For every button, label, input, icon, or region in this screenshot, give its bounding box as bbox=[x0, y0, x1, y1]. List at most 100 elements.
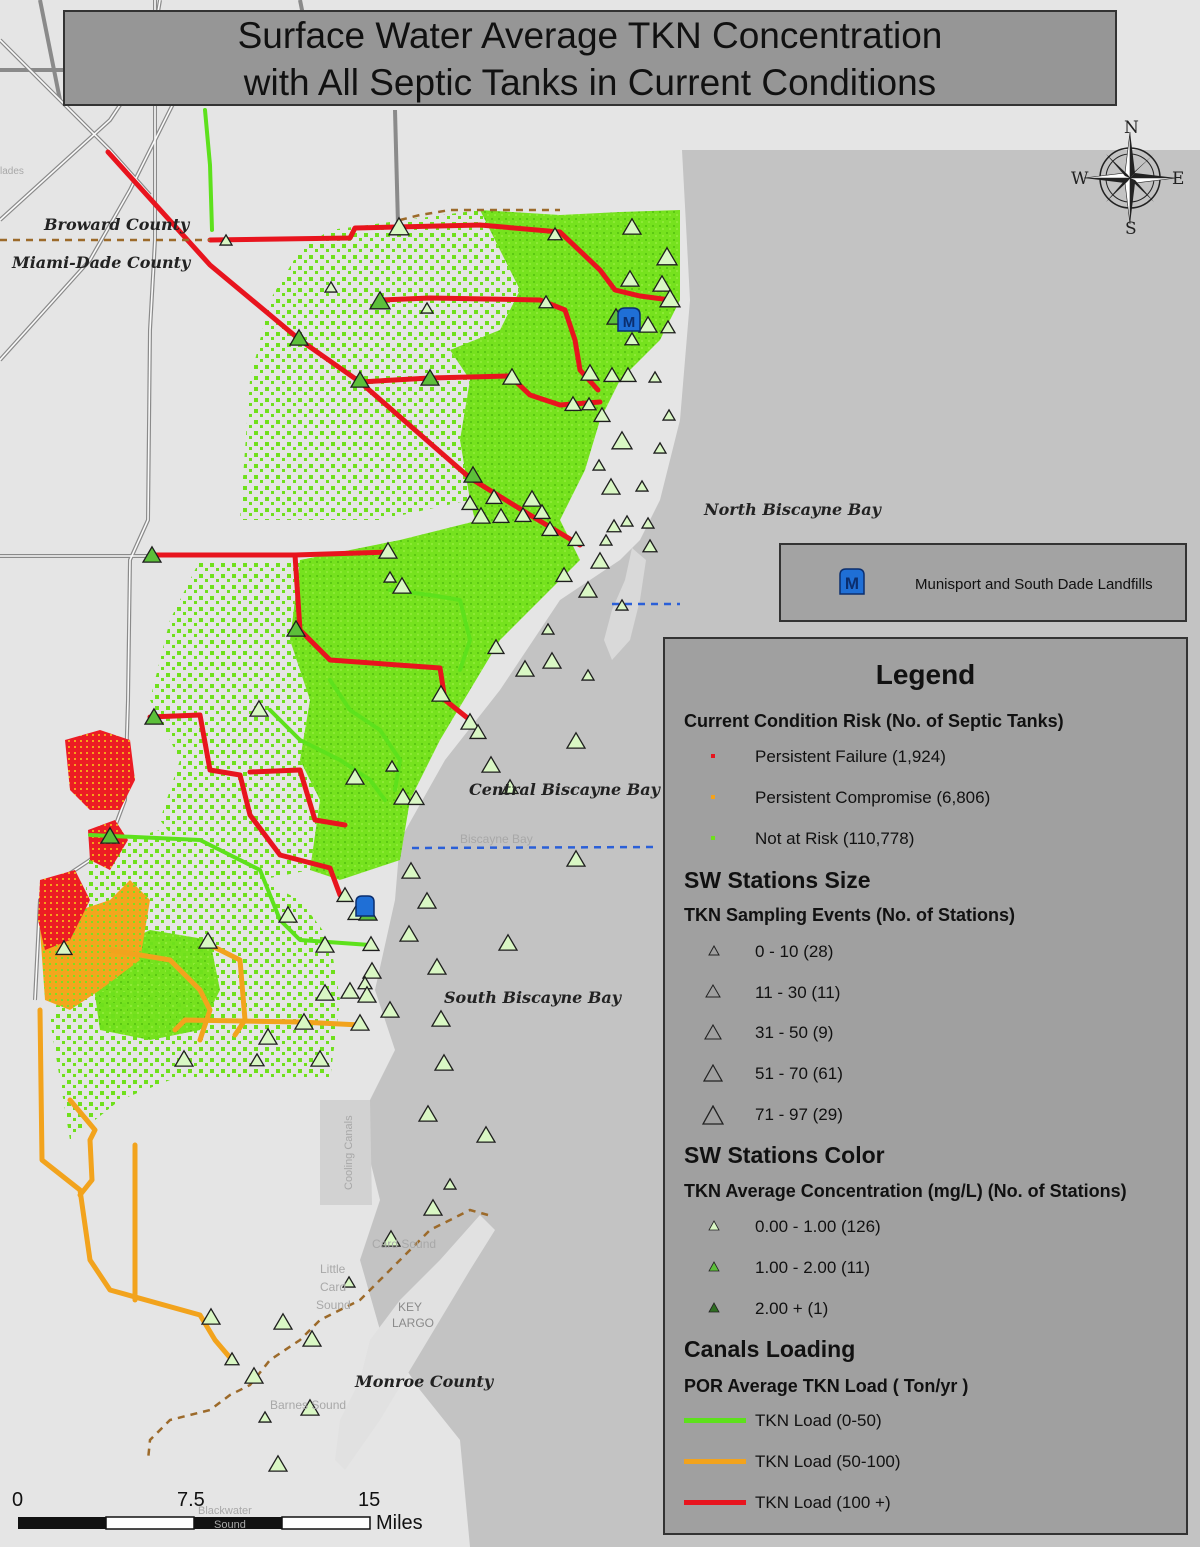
legend-size-triangle-5 bbox=[702, 1105, 724, 1125]
sw-station-triangle bbox=[565, 731, 587, 749]
legend-not-at-risk-swatch bbox=[711, 836, 715, 840]
sw-station-triangle bbox=[349, 1013, 371, 1031]
persistent-failure-area-west bbox=[65, 730, 135, 810]
sw-station-triangle bbox=[460, 494, 480, 511]
legend-canal-high-label: TKN Load (100 +) bbox=[755, 1493, 891, 1512]
sw-station-triangle bbox=[475, 1125, 497, 1143]
sw-station-triangle bbox=[621, 217, 643, 235]
sw-station-triangle bbox=[577, 580, 599, 598]
sw-station-triangle bbox=[537, 294, 555, 309]
basemap-label-biscayne-bay: Biscayne Bay bbox=[460, 832, 533, 846]
sw-station-triangle bbox=[589, 551, 611, 569]
canals-medium-load bbox=[37, 942, 363, 1363]
sw-station-triangle bbox=[339, 981, 361, 999]
broward-county-label: Broward County bbox=[44, 215, 190, 234]
not-at-risk-area-sparse-central bbox=[150, 560, 320, 880]
legend-not-at-risk-label: Not at Risk (110,778) bbox=[755, 829, 915, 848]
sw-station-triangle bbox=[614, 598, 630, 611]
legend-size-label-2: 11 - 30 (11) bbox=[755, 983, 841, 1002]
legend-size-label-1: 0 - 10 (28) bbox=[755, 942, 834, 961]
sw-station-triangle bbox=[600, 477, 622, 495]
sw-station-triangle bbox=[486, 638, 506, 655]
sw-station-triangle bbox=[248, 699, 270, 717]
legend-color-label-3: 2.00 + (1) bbox=[755, 1299, 829, 1318]
legend-color-subheading: TKN Average Concentration (mg/L) (No. of… bbox=[684, 1181, 1127, 1201]
legend-canal-subheading: POR Average TKN Load ( Ton/yr ) bbox=[684, 1376, 969, 1396]
sw-stations-layer bbox=[54, 216, 682, 1472]
basemap-label-glades: lades bbox=[0, 166, 24, 177]
sw-station-triangle bbox=[470, 506, 492, 524]
scale-label-15: 15 bbox=[358, 1489, 381, 1511]
sw-station-triangle bbox=[521, 489, 543, 507]
basemap-label-little-2: Card bbox=[320, 1280, 347, 1294]
sw-station-triangle bbox=[173, 1049, 195, 1067]
sw-station-triangle bbox=[384, 759, 400, 772]
persistent-failure-area-southwest bbox=[38, 870, 90, 950]
sw-station-triangle bbox=[288, 328, 310, 346]
basemap-label-key: KEY bbox=[398, 1300, 423, 1314]
legend-size-subheading: TKN Sampling Events (No. of Stations) bbox=[684, 905, 1016, 925]
compass-south: S bbox=[1125, 219, 1137, 239]
sw-station-triangle bbox=[532, 503, 552, 520]
sw-station-triangle bbox=[243, 1366, 265, 1384]
legend-canal-low-swatch bbox=[684, 1418, 746, 1423]
landfill-marker-south bbox=[355, 895, 375, 917]
sw-station-triangle bbox=[267, 1454, 289, 1472]
sw-station-triangle bbox=[580, 668, 596, 681]
cooling-canals-area bbox=[320, 1100, 372, 1205]
compass-north: N bbox=[1124, 118, 1139, 138]
sw-station-triangle bbox=[419, 368, 441, 386]
sw-station-triangle bbox=[491, 507, 511, 524]
legend-size-triangle-2 bbox=[705, 984, 721, 998]
sw-station-triangle bbox=[377, 541, 399, 559]
sw-station-triangle bbox=[554, 566, 574, 583]
sw-station-triangle bbox=[422, 1198, 444, 1216]
legend-canal-high-swatch bbox=[684, 1500, 746, 1505]
sw-station-triangle bbox=[387, 216, 411, 236]
sw-station-triangle bbox=[392, 787, 414, 805]
sw-station-triangle bbox=[462, 465, 484, 483]
sw-station-triangle bbox=[641, 538, 659, 553]
legend-size-label-5: 71 - 97 (29) bbox=[755, 1105, 843, 1124]
key-largo bbox=[335, 1215, 495, 1470]
sw-station-triangle bbox=[361, 935, 381, 952]
legend-size-triangle-3 bbox=[704, 1024, 722, 1040]
sw-station-triangle bbox=[419, 301, 435, 314]
sw-station-triangle bbox=[248, 1052, 266, 1067]
basemap-label-barnes-sound: Barnes Sound bbox=[270, 1398, 347, 1412]
sw-station-triangle bbox=[200, 1307, 222, 1325]
legend-failure-swatch bbox=[711, 754, 715, 758]
sw-station-triangle bbox=[218, 233, 234, 246]
sw-station-triangle bbox=[361, 961, 383, 979]
persistent-failure-area-mid bbox=[88, 820, 128, 870]
map-title-line-1: Surface Water Average TKN Concentration bbox=[237, 15, 943, 56]
sw-station-triangle bbox=[658, 288, 682, 308]
compass-east: E bbox=[1172, 169, 1185, 189]
sw-station-triangle bbox=[661, 408, 677, 421]
sw-station-triangle bbox=[197, 931, 219, 949]
sw-station-triangle bbox=[430, 1009, 452, 1027]
sw-station-triangle bbox=[579, 363, 601, 381]
sw-station-triangle bbox=[356, 975, 374, 990]
sw-station-triangle bbox=[546, 226, 564, 241]
sw-station-triangle bbox=[277, 905, 299, 923]
sw-station-triangle bbox=[257, 1410, 273, 1423]
landfill-marker-north: M bbox=[617, 307, 641, 332]
sw-station-triangle bbox=[299, 1398, 321, 1416]
sw-station-triangle bbox=[659, 319, 677, 334]
sw-station-triangle bbox=[141, 545, 163, 563]
sw-station-triangle bbox=[416, 891, 438, 909]
legend-panel: Legend Current Condition Risk (No. of Se… bbox=[663, 637, 1188, 1535]
legend-color-label-1: 0.00 - 1.00 (126) bbox=[755, 1217, 881, 1236]
sw-station-triangle bbox=[99, 826, 121, 844]
sw-station-triangle bbox=[592, 406, 612, 423]
sw-station-triangle bbox=[349, 370, 371, 388]
compass-rose: N S E W bbox=[1068, 118, 1192, 240]
legend-canal-heading: Canals Loading bbox=[684, 1336, 856, 1362]
sw-station-triangle bbox=[619, 514, 635, 527]
sw-station-triangle bbox=[417, 1104, 439, 1122]
sw-station-triangle bbox=[380, 1229, 402, 1247]
landfill-icon-letter: M bbox=[845, 574, 859, 593]
sw-station-triangle bbox=[619, 269, 641, 287]
sw-station-triangle bbox=[379, 1000, 401, 1018]
